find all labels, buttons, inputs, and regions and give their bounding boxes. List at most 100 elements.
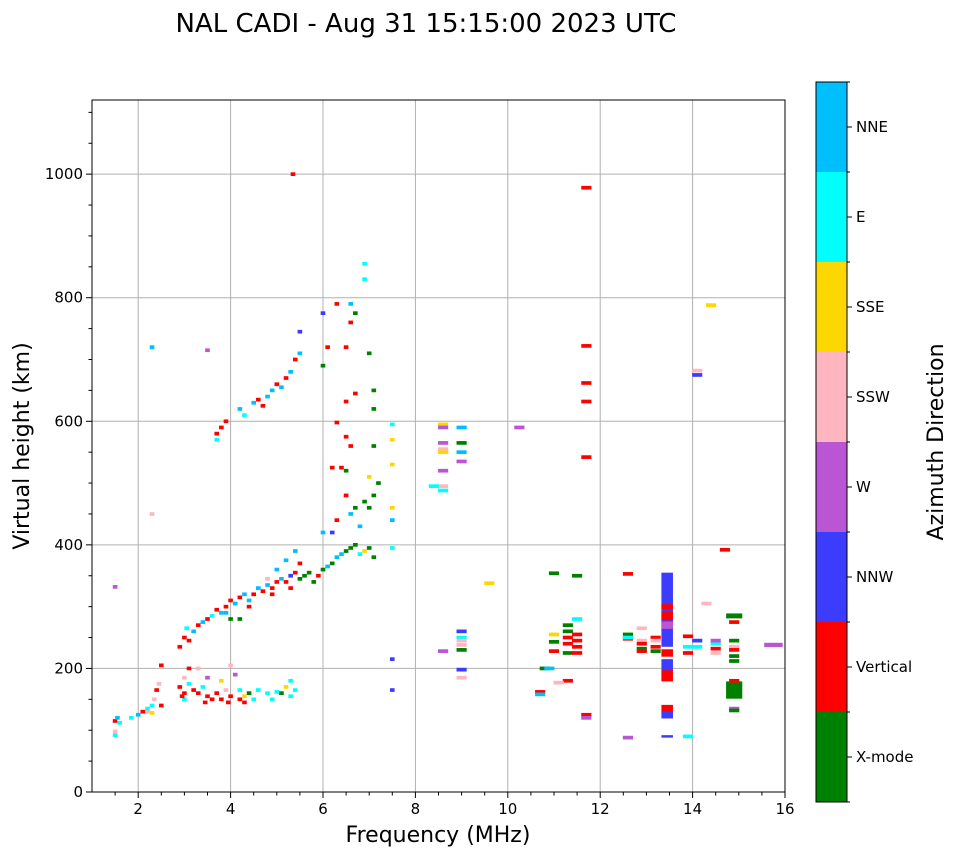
data-point-vertical [274, 580, 280, 584]
data-point-nne [389, 518, 395, 522]
data-point-ssw [692, 368, 703, 373]
data-point-nne [219, 610, 224, 615]
data-point-x-mode [572, 573, 583, 578]
data-point-e [117, 720, 123, 725]
data-point-vertical [182, 691, 187, 695]
data-point-x-mode [636, 646, 647, 651]
data-point-vertical [650, 644, 661, 649]
x-axis-label: Frequency (MHz) [346, 823, 531, 848]
colorbar-swatch-x-mode [816, 712, 847, 802]
data-point-sse [389, 437, 395, 442]
data-point-nnw [456, 629, 467, 634]
data-point-w [514, 425, 525, 430]
data-point-ssw [228, 663, 233, 668]
x-tick-label: 4 [226, 800, 236, 818]
data-point-ssw [438, 484, 449, 489]
data-point-vertical [661, 704, 673, 713]
data-point-x-mode [376, 481, 381, 485]
data-point-vertical [260, 403, 266, 408]
data-point-x-mode [237, 617, 243, 621]
data-point-x-mode [371, 388, 377, 393]
data-point-vertical [334, 518, 340, 522]
data-point-nnw [389, 657, 395, 662]
data-point-vertical [292, 570, 298, 575]
data-point-e [182, 697, 187, 702]
data-point-w [622, 735, 634, 740]
data-point-e [209, 614, 215, 618]
data-point-ssw [636, 638, 647, 643]
data-point-x-mode [297, 576, 303, 581]
data-point-nnw [661, 735, 673, 738]
x-tick-label: 16 [775, 800, 794, 818]
data-point-sse [389, 462, 395, 467]
data-point-vertical [348, 320, 354, 325]
data-point-w [205, 348, 210, 353]
data-point-nne [544, 666, 555, 671]
data-point-e [186, 682, 192, 686]
data-point-nnw [456, 667, 467, 672]
data-point-x-mode [456, 648, 467, 652]
data-point-vertical [661, 604, 673, 610]
data-point-x-mode [456, 441, 467, 445]
data-point-w [456, 459, 467, 464]
data-point-nne [297, 351, 303, 356]
colorbar-label: Azimuth Direction [924, 343, 949, 540]
colorbar-swatch-ssw [816, 352, 847, 442]
data-point-nne [246, 598, 252, 603]
data-point-e [288, 694, 293, 699]
data-point-sse [283, 685, 289, 689]
data-point-vertical [179, 694, 185, 699]
data-point-x-mode [343, 549, 349, 553]
data-point-ssw [456, 675, 467, 680]
colorbar-label-sse: SSE [856, 298, 885, 316]
data-point-vertical [177, 685, 183, 689]
data-point-nne [232, 601, 238, 606]
chart-title: NAL CADI - Aug 31 15:15:00 2023 UTC [176, 9, 677, 39]
data-point-nnw [661, 572, 673, 647]
data-point-x-mode [371, 444, 377, 448]
data-point-nnw [692, 638, 703, 643]
data-point-nne [456, 450, 467, 455]
x-tick-label: 10 [498, 800, 517, 818]
data-point-nnw [692, 373, 703, 377]
data-point-vertical [297, 561, 303, 566]
x-tick-label: 2 [133, 800, 143, 818]
data-point-sse [438, 450, 449, 455]
data-point-nne [223, 610, 229, 615]
data-point-x-mode [562, 623, 573, 628]
data-point-nne [348, 302, 354, 306]
colorbar-label-ssw: SSW [856, 388, 890, 406]
data-point-vertical [339, 465, 344, 470]
data-point-vertical [219, 425, 224, 430]
colorbar-swatch-nne [816, 82, 847, 172]
data-point-vertical [650, 635, 661, 640]
data-point-vertical [288, 586, 293, 590]
data-point-nne [325, 564, 330, 569]
data-points [112, 172, 783, 740]
data-point-ssw [149, 512, 155, 516]
data-point-e [357, 552, 363, 556]
data-point-vertical [548, 649, 560, 653]
data-point-ssw [152, 697, 157, 702]
data-point-sse [389, 505, 395, 510]
x-tick-label: 6 [318, 800, 328, 818]
data-point-e [237, 688, 243, 692]
data-point-e [710, 641, 721, 646]
data-point-vertical [214, 431, 220, 436]
data-point-e [389, 546, 395, 550]
data-point-nne [348, 512, 354, 516]
data-point-ssw [456, 638, 467, 643]
data-point-vertical [228, 694, 233, 699]
data-point-x-mode [622, 632, 634, 637]
data-point-nne [115, 716, 120, 720]
data-point-nne [200, 620, 206, 624]
data-point-vertical [214, 691, 220, 695]
data-point-x-mode [371, 555, 377, 560]
data-point-ssw [265, 576, 270, 581]
data-point-x-mode [729, 638, 740, 643]
data-point-ssw [156, 682, 162, 686]
data-point-nne [251, 400, 257, 405]
data-point-vertical [572, 638, 583, 643]
data-point-vertical [219, 697, 224, 702]
data-point-nne [288, 370, 293, 374]
